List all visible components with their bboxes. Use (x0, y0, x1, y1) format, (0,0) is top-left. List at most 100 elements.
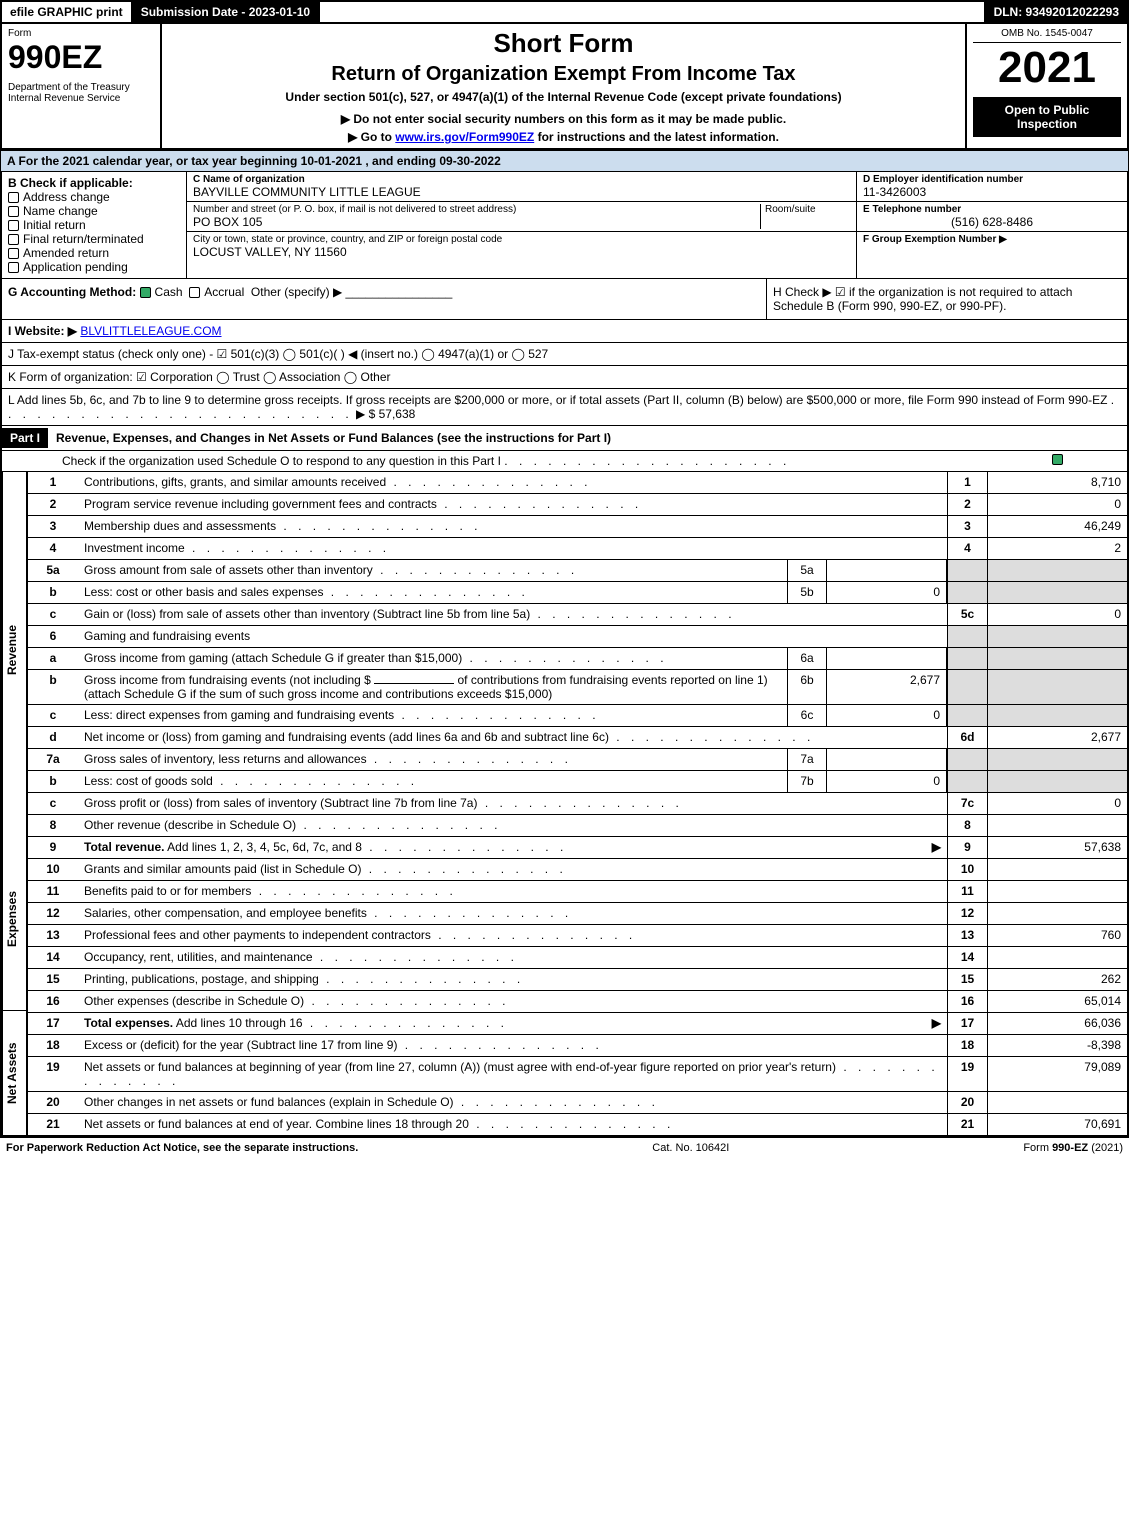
chk-name-change[interactable] (8, 206, 19, 217)
row-j: J Tax-exempt status (check only one) - ☑… (0, 343, 1129, 366)
line-desc: Total expenses. Add lines 10 through 16 … (78, 1013, 947, 1034)
line-no: b (28, 771, 78, 792)
right-line-no: 17 (947, 1013, 987, 1034)
line-no: 1 (28, 472, 78, 493)
right-line-value: 70,691 (987, 1114, 1127, 1135)
top-bar: efile GRAPHIC print Submission Date - 20… (0, 0, 1129, 24)
line-20: 20Other changes in net assets or fund ba… (26, 1092, 1129, 1114)
line-no: 3 (28, 516, 78, 537)
right-line-value (987, 560, 1127, 581)
topbar-spacer (320, 2, 985, 22)
line-no: b (28, 670, 78, 704)
right-line-value (987, 947, 1127, 968)
tab-netassets: Net Assets (2, 1011, 26, 1136)
chk-address-change[interactable] (8, 192, 19, 203)
website-link[interactable]: BLVLITTLELEAGUE.COM (80, 324, 221, 338)
line-desc: Less: direct expenses from gaming and fu… (78, 705, 787, 726)
line-6d: dNet income or (loss) from gaming and fu… (26, 727, 1129, 749)
right-line-value (987, 626, 1127, 647)
line-9: 9Total revenue. Add lines 1, 2, 3, 4, 5c… (26, 837, 1129, 859)
line-no: 6 (28, 626, 78, 647)
part1-body: Revenue Expenses Net Assets 1Contributio… (0, 472, 1129, 1136)
line-19: 19Net assets or fund balances at beginni… (26, 1057, 1129, 1092)
right-line-no: 7c (947, 793, 987, 814)
right-line-value (987, 771, 1127, 792)
section-a-period: A For the 2021 calendar year, or tax yea… (0, 150, 1129, 172)
line-no: c (28, 793, 78, 814)
line-17: 17Total expenses. Add lines 10 through 1… (26, 1013, 1129, 1035)
dept-label: Department of the Treasury Internal Reve… (8, 82, 154, 104)
right-line-value: 65,014 (987, 991, 1127, 1012)
line-desc: Net assets or fund balances at end of ye… (78, 1114, 947, 1135)
footer-right: Form 990-EZ (2021) (1023, 1142, 1123, 1154)
group-exemption-label: F Group Exemption Number ▶ (863, 234, 1121, 245)
line-no: 4 (28, 538, 78, 559)
line-no: d (28, 727, 78, 748)
ein-label: D Employer identification number (863, 174, 1121, 185)
chk-amended-return[interactable] (8, 248, 19, 259)
line-desc: Salaries, other compensation, and employ… (78, 903, 947, 924)
efile-label: efile GRAPHIC print (2, 2, 133, 22)
line-6b: bGross income from fundraising events (n… (26, 670, 1129, 705)
line-desc: Gaming and fundraising events (78, 626, 947, 647)
irs-link[interactable]: www.irs.gov/Form990EZ (395, 130, 534, 144)
line-desc: Printing, publications, postage, and shi… (78, 969, 947, 990)
footer-mid: Cat. No. 10642I (652, 1142, 729, 1154)
right-line-no (947, 749, 987, 770)
tab-revenue: Revenue (2, 472, 26, 828)
room-label: Room/suite (765, 204, 850, 215)
sub-line-value: 0 (827, 771, 947, 792)
line-desc: Excess or (deficit) for the year (Subtra… (78, 1035, 947, 1056)
line-2: 2Program service revenue including gover… (26, 494, 1129, 516)
city-value: LOCUST VALLEY, NY 11560 (193, 245, 850, 259)
city-label: City or town, state or province, country… (193, 234, 850, 245)
right-line-no: 19 (947, 1057, 987, 1091)
line-no: 7a (28, 749, 78, 770)
right-line-value (987, 705, 1127, 726)
lbl-initial-return: Initial return (23, 218, 86, 232)
inspection-box: Open to Public Inspection (973, 97, 1121, 137)
sub-line-value: 0 (827, 582, 947, 603)
note-ssn: ▶ Do not enter social security numbers o… (168, 112, 959, 126)
line-6c: cLess: direct expenses from gaming and f… (26, 705, 1129, 727)
box-b-label: B Check if applicable: (8, 176, 180, 190)
line-no: 9 (28, 837, 78, 858)
line-16: 16Other expenses (describe in Schedule O… (26, 991, 1129, 1013)
row-g-h: G Accounting Method: Cash Accrual Other … (0, 279, 1129, 320)
line-desc: Occupancy, rent, utilities, and maintena… (78, 947, 947, 968)
right-line-value: 2,677 (987, 727, 1127, 748)
submission-date: Submission Date - 2023-01-10 (133, 2, 320, 22)
part1-title: Revenue, Expenses, and Changes in Net As… (48, 431, 611, 445)
line-no: 8 (28, 815, 78, 836)
street-value: PO BOX 105 (193, 215, 760, 229)
row-l: L Add lines 5b, 6c, and 7b to line 9 to … (0, 389, 1129, 426)
chk-accrual[interactable] (189, 287, 200, 298)
street-label: Number and street (or P. O. box, if mail… (193, 204, 760, 215)
part1-header: Part I Revenue, Expenses, and Changes in… (0, 426, 1129, 451)
line-5c: cGain or (loss) from sale of assets othe… (26, 604, 1129, 626)
right-line-value: 46,249 (987, 516, 1127, 537)
line-desc: Grants and similar amounts paid (list in… (78, 859, 947, 880)
dln: DLN: 93492012022293 (986, 2, 1127, 22)
j-text: J Tax-exempt status (check only one) - ☑… (2, 343, 1127, 365)
right-line-no: 21 (947, 1114, 987, 1135)
right-line-no: 9 (947, 837, 987, 858)
chk-final-return[interactable] (8, 234, 19, 245)
chk-application-pending[interactable] (8, 262, 19, 273)
line-5a: 5aGross amount from sale of assets other… (26, 560, 1129, 582)
right-line-no (947, 670, 987, 704)
chk-cash[interactable] (140, 287, 151, 298)
right-line-no: 16 (947, 991, 987, 1012)
sub-line-no: 5b (787, 582, 827, 603)
right-line-value: 0 (987, 604, 1127, 625)
sub-line-value: 2,677 (827, 670, 947, 704)
form-number: 990EZ (8, 39, 154, 76)
right-line-no: 10 (947, 859, 987, 880)
chk-initial-return[interactable] (8, 220, 19, 231)
line-desc: Other changes in net assets or fund bala… (78, 1092, 947, 1113)
org-name: BAYVILLE COMMUNITY LITTLE LEAGUE (193, 185, 850, 199)
line-no: 21 (28, 1114, 78, 1135)
line-15: 15Printing, publications, postage, and s… (26, 969, 1129, 991)
line-1: 1Contributions, gifts, grants, and simil… (26, 472, 1129, 494)
chk-schedule-o[interactable] (1052, 454, 1063, 465)
